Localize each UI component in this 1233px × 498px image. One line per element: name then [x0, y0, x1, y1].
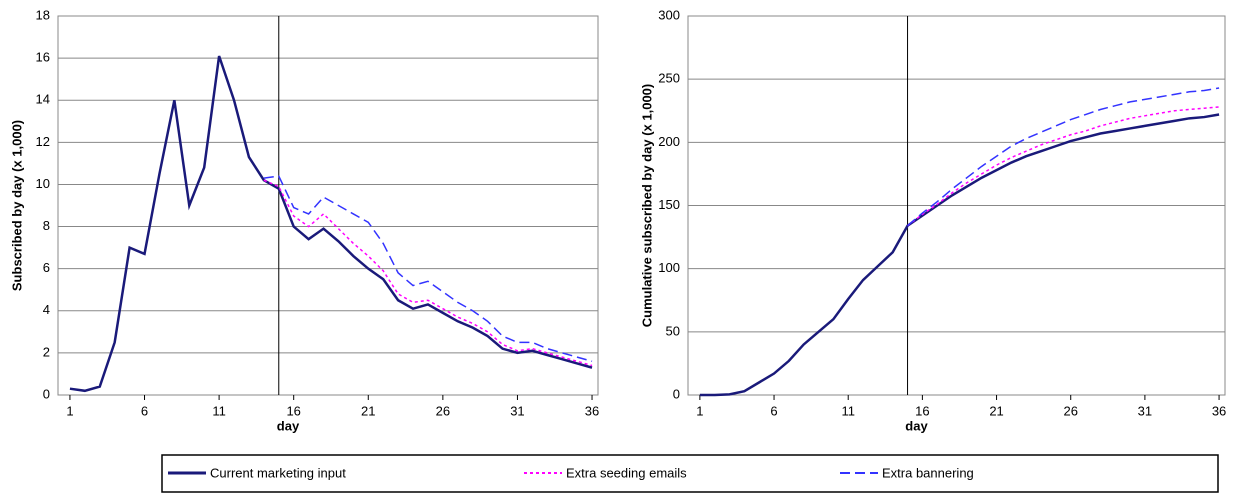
x-tick-label: 36 [1212, 403, 1226, 418]
plot-frame [57, 15, 599, 396]
y-tick-label: 50 [666, 323, 680, 338]
series-line [907, 87, 1220, 227]
y-tick-label: 10 [36, 176, 50, 191]
x-tick-label: 31 [510, 403, 524, 418]
x-tick-label: 11 [212, 403, 226, 418]
series-line [699, 113, 1220, 397]
x-tick-label: 26 [1063, 403, 1077, 418]
x-axis-label: day [277, 418, 300, 433]
x-tick-label: 36 [585, 403, 599, 418]
y-axis-label: Subscribed by day (x 1,000) [9, 120, 24, 291]
legend-label: Current marketing input [210, 465, 346, 480]
x-tick-label: 6 [770, 403, 777, 418]
x-tick-label: 1 [696, 403, 703, 418]
y-tick-label: 4 [43, 302, 50, 317]
x-tick-label: 1 [66, 403, 73, 418]
y-tick-label: 150 [658, 197, 680, 212]
y-tick-label: 100 [658, 260, 680, 275]
x-tick-label: 21 [361, 403, 375, 418]
y-tick-label: 16 [36, 50, 50, 65]
y-tick-label: 12 [36, 134, 50, 149]
y-tick-label: 200 [658, 134, 680, 149]
y-tick-label: 6 [43, 260, 50, 275]
y-tick-label: 0 [43, 386, 50, 401]
legend-label: Extra seeding emails [566, 465, 687, 480]
x-tick-label: 26 [436, 403, 450, 418]
series-line [69, 55, 593, 393]
legend-label: Extra bannering [882, 465, 974, 480]
x-tick-label: 6 [141, 403, 148, 418]
y-axis-label: Cumulative subscribed by day (x 1,000) [639, 84, 654, 327]
series-line [907, 106, 1220, 227]
x-tick-label: 11 [841, 403, 855, 418]
x-tick-label: 16 [915, 403, 929, 418]
series-line [263, 179, 593, 367]
x-tick-label: 31 [1138, 403, 1152, 418]
y-tick-label: 0 [673, 386, 680, 401]
y-tick-label: 2 [43, 344, 50, 359]
x-tick-label: 21 [989, 403, 1003, 418]
legend-box [161, 454, 1219, 493]
x-tick-label: 16 [286, 403, 300, 418]
x-axis-label: day [905, 418, 928, 433]
y-tick-label: 18 [36, 7, 50, 22]
y-tick-label: 250 [658, 71, 680, 86]
plot-frame [687, 15, 1226, 396]
y-tick-label: 300 [658, 7, 680, 22]
y-tick-label: 14 [36, 92, 50, 107]
y-tick-label: 8 [43, 218, 50, 233]
series-line [263, 175, 593, 363]
